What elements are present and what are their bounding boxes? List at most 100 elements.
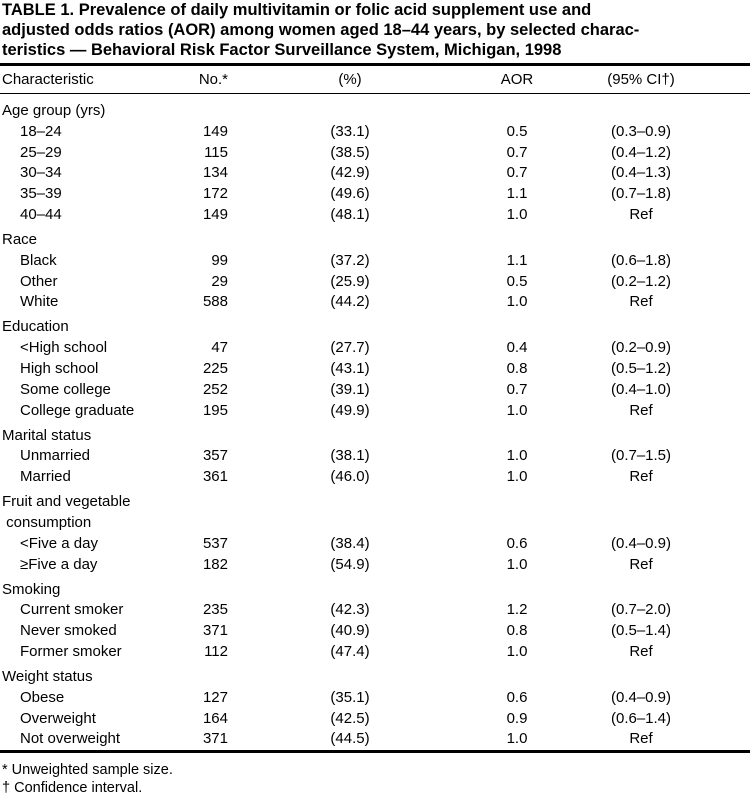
cell: (48.1) xyxy=(330,206,370,223)
cell: 47 xyxy=(211,339,228,357)
group-label: Fruit and vegetable xyxy=(2,493,131,511)
cell: 1.1 xyxy=(506,251,528,269)
cell: (38.4) xyxy=(330,534,370,552)
cell: (0.4–0.9) xyxy=(610,688,672,706)
cell: Ref xyxy=(629,401,653,419)
column-header: No.* xyxy=(198,71,228,88)
group-label: Weight status xyxy=(2,668,93,685)
cell: (0.4–0.9) xyxy=(610,534,672,552)
group-label: Race xyxy=(2,231,38,248)
title-line: adjusted odds ratios (AOR) among women a… xyxy=(2,21,640,39)
cell: 127 xyxy=(202,688,228,706)
cell: (42.3) xyxy=(330,601,370,619)
cell: 0.8 xyxy=(506,622,528,640)
cell: Ref xyxy=(629,206,653,223)
cell: 1.0 xyxy=(506,447,528,465)
cell: 1.0 xyxy=(506,468,528,486)
cell: (0.2–0.9) xyxy=(610,339,672,357)
row-label: Black xyxy=(20,251,57,269)
row-label: 40–44 xyxy=(20,206,62,223)
bottom-rule xyxy=(0,750,750,753)
cell: 112 xyxy=(204,643,228,660)
cell: (38.5) xyxy=(330,143,370,161)
row-label: ≥Five a day xyxy=(20,555,98,573)
row-label: <High school xyxy=(20,339,108,357)
cell: 0.9 xyxy=(506,709,528,727)
cell: 1.0 xyxy=(506,555,528,573)
row-label: Obese xyxy=(20,688,65,706)
cell: (0.7–2.0) xyxy=(610,601,672,619)
row-label: Other xyxy=(20,272,58,290)
cell: (27.7) xyxy=(330,339,370,357)
group-label: Smoking xyxy=(2,580,61,598)
cell: (0.7–1.5) xyxy=(610,447,672,465)
column-header: AOR xyxy=(500,71,534,88)
cell: (0.5–1.2) xyxy=(610,360,672,377)
cell: (43.1) xyxy=(330,360,370,377)
cell: 0.8 xyxy=(506,360,528,377)
footnote: † Confidence interval. xyxy=(2,780,143,794)
cell: 164 xyxy=(202,709,228,727)
row-label: 35–39 xyxy=(20,185,62,203)
cell: 0.5 xyxy=(506,122,528,140)
cell: 0.6 xyxy=(506,534,528,552)
header-rule xyxy=(0,93,750,94)
cell: 99 xyxy=(211,251,228,269)
cell: 0.5 xyxy=(506,272,528,290)
cell: (0.4–1.2) xyxy=(610,143,672,161)
cell: 1.0 xyxy=(506,401,528,419)
row-label: Unmarried xyxy=(20,447,91,465)
row-label: Not overweight xyxy=(20,730,121,748)
cell: 0.6 xyxy=(506,688,528,706)
cell: 29 xyxy=(211,272,228,290)
row-label: 18–24 xyxy=(20,122,62,140)
cell: (0.6–1.8) xyxy=(610,251,672,269)
cell: (0.7–1.8) xyxy=(610,185,672,203)
cell: (40.9) xyxy=(330,622,370,640)
cell: (42.5) xyxy=(330,709,370,727)
group-label: consumption xyxy=(2,514,92,531)
column-header: (%) xyxy=(338,71,362,88)
footnote: * Unweighted sample size. xyxy=(2,762,173,778)
row-label: 30–34 xyxy=(20,164,62,182)
cell: 0.4 xyxy=(506,339,528,357)
cell: (0.3–0.9) xyxy=(610,122,672,140)
cell: 225 xyxy=(202,360,228,377)
cell: 0.7 xyxy=(506,143,528,161)
row-label: College graduate xyxy=(20,401,135,419)
cell: (44.5) xyxy=(330,730,370,748)
cell: 371 xyxy=(202,622,228,640)
cell: 1.1 xyxy=(506,185,528,203)
top-rule xyxy=(0,63,750,66)
cell: 195 xyxy=(202,401,228,419)
cell: 149 xyxy=(202,122,228,140)
row-label: Married xyxy=(20,468,71,486)
cell: 361 xyxy=(202,468,228,486)
group-label: Age group (yrs) xyxy=(2,102,106,119)
cell: (49.6) xyxy=(330,185,370,203)
cell: (25.9) xyxy=(330,272,370,290)
cell: 149 xyxy=(202,206,228,223)
cell: (33.1) xyxy=(330,122,370,140)
column-header: Characteristic xyxy=(2,71,94,88)
cell: 371 xyxy=(202,730,228,748)
cell: Ref xyxy=(629,468,653,486)
cell: 0.7 xyxy=(506,164,528,182)
cell: 588 xyxy=(202,293,228,311)
cell: 1.0 xyxy=(506,293,528,311)
cell: (0.4–1.3) xyxy=(610,164,672,182)
cell: 0.7 xyxy=(506,380,528,398)
cell: (38.1) xyxy=(330,447,370,465)
cell: (46.0) xyxy=(330,468,370,486)
cell: (49.9) xyxy=(330,401,370,419)
cell: 252 xyxy=(202,380,228,398)
cell: (0.6–1.4) xyxy=(610,709,672,727)
cell: (39.1) xyxy=(330,380,370,398)
cell: 537 xyxy=(202,534,228,552)
cell: 134 xyxy=(202,164,228,182)
cell: (44.2) xyxy=(330,293,370,311)
column-header: (95% CI†) xyxy=(607,71,675,88)
cell: 1.0 xyxy=(506,730,528,748)
cell: (37.2) xyxy=(330,251,370,269)
